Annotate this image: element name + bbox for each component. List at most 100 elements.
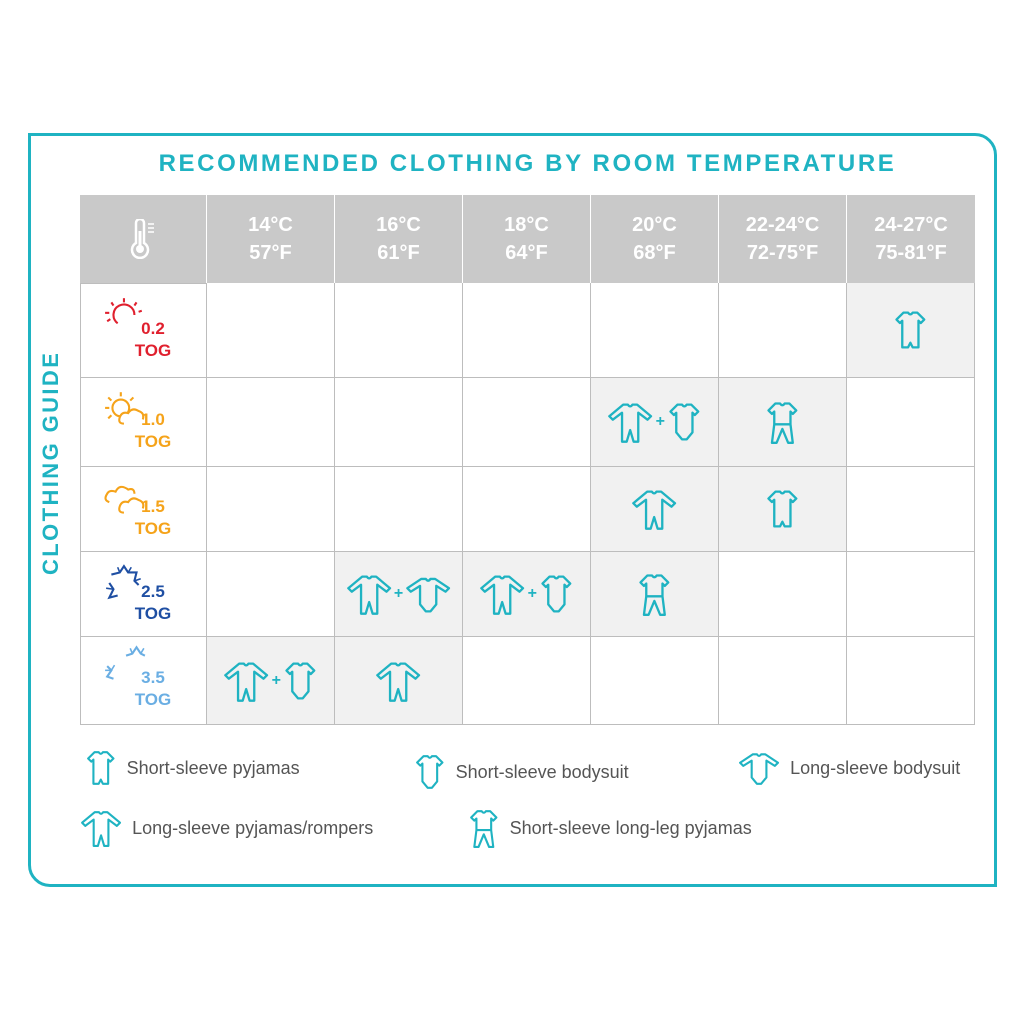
tog-unit: TOG [134, 431, 172, 451]
clothing-cell [847, 637, 975, 725]
clothing-cell [719, 637, 847, 725]
clothing-cell: + [335, 552, 463, 637]
short-sleeve-long-leg-pyjamas-icon [639, 574, 670, 616]
sun-cloud-icon [105, 392, 145, 425]
tog-unit: TOG [134, 603, 172, 623]
short-sleeve-bodysuit-icon [285, 661, 316, 700]
long-sleeve-pyjamas-icon [346, 575, 391, 615]
tog-row-label: 0.2 TOG [80, 283, 207, 378]
celsius-label: 16°C [376, 214, 421, 236]
column-header: 24-27°C 75-81°F [847, 195, 975, 283]
column-header: 16°C 61°F [335, 195, 463, 283]
clothing-cell [207, 552, 335, 637]
fahrenheit-label: 75-81°F [875, 242, 947, 264]
tog-row-label: 1.5 TOG [80, 467, 207, 552]
clothing-cell: + [463, 552, 591, 637]
long-sleeve-bodysuit-icon [406, 577, 451, 613]
tog-value: 2.5 [141, 581, 165, 601]
clothing-cell [719, 378, 847, 467]
clothing-cell [207, 283, 335, 378]
short-sleeve-bodysuit-icon [541, 575, 572, 613]
clothing-cell [463, 467, 591, 552]
short-sleeve-long-leg-pyjamas-icon [767, 402, 798, 444]
clothing-cell [335, 637, 463, 725]
fahrenheit-label: 61°F [377, 242, 420, 264]
long-sleeve-pyjamas-icon [224, 661, 269, 702]
legend-label: Short-sleeve long-leg pyjamas [509, 817, 752, 838]
clothing-cell [463, 637, 591, 725]
clothing-cell [463, 378, 591, 467]
clothing-cell [847, 552, 975, 637]
tog-unit: TOG [134, 518, 172, 538]
clothing-cell [591, 552, 719, 637]
clouds-icon [104, 485, 145, 514]
short-sleeve-bodysuit-icon [416, 755, 444, 789]
legend-label: Long-sleeve bodysuit [790, 757, 961, 778]
tog-unit: TOG [134, 690, 172, 709]
short-sleeve-pyjamas-icon [767, 490, 798, 528]
thermometer-icon [130, 219, 154, 259]
legend-item: Short-sleeve bodysuit [414, 752, 629, 792]
plus-sign: + [655, 413, 665, 430]
short-sleeve-pyjamas-icon [895, 311, 926, 349]
fahrenheit-label: 72-75°F [746, 242, 819, 264]
column-header: 14°C 57°F [207, 195, 335, 283]
clothing-cell [591, 283, 719, 378]
legend-item: Long-sleeve pyjamas/rompers [80, 808, 373, 848]
page-title: RECOMMENDED CLOTHING BY ROOM TEMPERATURE [158, 150, 897, 177]
legend-item: Short-sleeve pyjamas [85, 748, 300, 788]
clothing-cell [719, 283, 847, 378]
long-sleeve-pyjamas-icon [81, 811, 122, 847]
side-label: CLOTHING GUIDE [38, 350, 63, 575]
clothing-cell [847, 467, 975, 552]
celsius-label: 24-27°C [874, 214, 948, 236]
celsius-label: 22-24°C [745, 214, 820, 236]
clothing-cell [591, 467, 719, 552]
column-header: 18°C 64°F [463, 195, 591, 283]
short-sleeve-long-leg-pyjamas-icon [470, 810, 498, 848]
tog-row-label: 1.0 TOG [80, 378, 207, 467]
clothing-cell [207, 378, 335, 467]
clothing-cell [719, 552, 847, 637]
celsius-label: 20°C [632, 214, 677, 236]
clothing-cell: + [591, 378, 719, 467]
tog-value: 1.0 [141, 409, 165, 429]
plus-sign: + [527, 585, 537, 602]
column-header: 20°C 68°F [591, 195, 719, 283]
long-sleeve-pyjamas-icon [376, 661, 421, 702]
clothing-cell [335, 467, 463, 552]
tog-value: 1.5 [141, 496, 165, 516]
clothing-cell [591, 637, 719, 725]
snowflakes-icon [105, 645, 146, 680]
clothing-table: 14°C 57°F 16°C 61°F 18°C 64°F 20°C 68°F 22-24°C 7… [80, 195, 975, 725]
hot-sun-icon [105, 298, 143, 325]
clothing-cell [847, 283, 975, 378]
celsius-label: 18°C [504, 214, 549, 236]
plus-sign: + [271, 671, 281, 689]
tog-row-label: 3.5 TOG [80, 637, 207, 725]
tog-unit: TOG [134, 340, 172, 360]
clothing-cell [719, 467, 847, 552]
column-header: 22-24°C 72-75°F [719, 195, 847, 283]
fahrenheit-label: 68°F [633, 242, 676, 264]
snowflake-icon [106, 564, 141, 600]
legend-item: Short-sleeve long-leg pyjamas [468, 808, 752, 848]
clothing-cell [847, 378, 975, 467]
tog-value: 0.2 [141, 318, 165, 338]
clothing-cell [207, 467, 335, 552]
legend-label: Long-sleeve pyjamas/rompers [132, 817, 374, 838]
plus-sign: + [393, 585, 404, 602]
tog-value: 3.5 [141, 668, 165, 687]
celsius-label: 14°C [248, 214, 293, 236]
header-icon-cell [80, 195, 207, 283]
clothing-cell [335, 378, 463, 467]
long-sleeve-pyjamas-icon [608, 403, 653, 443]
short-sleeve-bodysuit-icon [669, 403, 700, 441]
guide-frame [28, 133, 997, 887]
clothing-cell [463, 283, 591, 378]
long-sleeve-pyjamas-icon [632, 490, 677, 530]
fahrenheit-label: 57°F [249, 242, 292, 264]
tog-row-label: 2.5 TOG [80, 552, 207, 637]
clothing-cell [335, 283, 463, 378]
long-sleeve-pyjamas-icon [480, 575, 525, 615]
